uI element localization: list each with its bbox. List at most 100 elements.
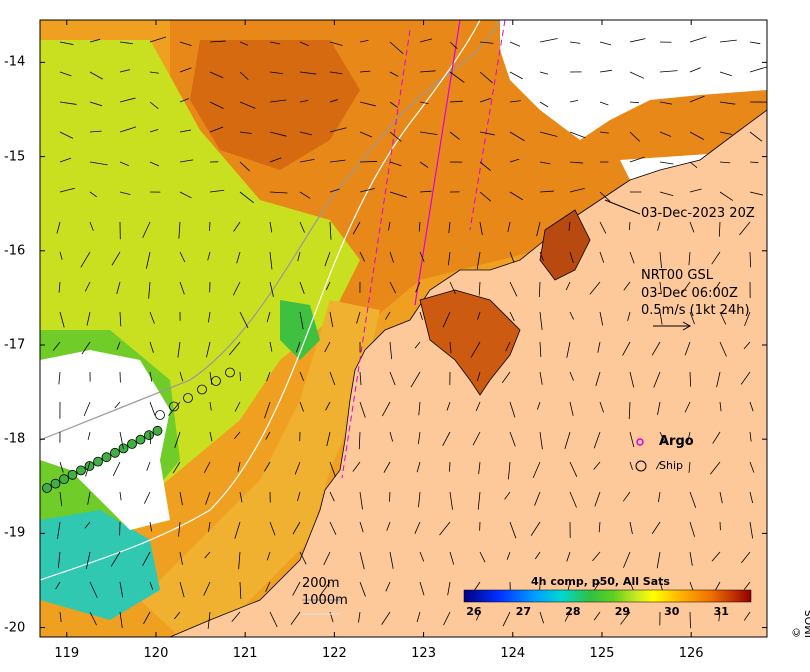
current-vector bbox=[509, 521, 517, 539]
current-vector bbox=[628, 221, 631, 231]
current-vector bbox=[116, 281, 121, 294]
current-vector bbox=[59, 131, 74, 139]
current-vector bbox=[509, 401, 516, 418]
current-vector bbox=[689, 36, 707, 43]
colorbar-title: 4h comp, p50, All Sats bbox=[531, 575, 670, 588]
current-vector bbox=[711, 551, 721, 562]
current-vector bbox=[389, 131, 402, 142]
isobath-1000m bbox=[40, 20, 481, 581]
current-vector bbox=[622, 491, 631, 502]
current-vector bbox=[81, 341, 91, 355]
current-product-label: NRT00 GSL bbox=[641, 268, 713, 283]
ship-position-marker bbox=[67, 469, 78, 480]
current-vector bbox=[119, 97, 136, 103]
current-vector bbox=[564, 611, 571, 622]
current-vector bbox=[629, 71, 645, 79]
current-vector bbox=[595, 371, 601, 387]
current-vector bbox=[85, 461, 91, 477]
current-vector bbox=[659, 131, 672, 137]
current-vector bbox=[359, 40, 369, 43]
current-vector bbox=[719, 71, 732, 77]
current-vector bbox=[569, 187, 585, 193]
current-vector bbox=[509, 41, 521, 47]
current-vector bbox=[359, 70, 371, 73]
current-vector bbox=[658, 491, 661, 503]
current-vector bbox=[57, 521, 61, 539]
current-vector bbox=[593, 461, 601, 470]
current-vector bbox=[470, 341, 481, 358]
current-vector bbox=[501, 371, 511, 384]
current-vector bbox=[239, 581, 242, 599]
argo-track-west bbox=[341, 29, 411, 479]
current-vector bbox=[719, 191, 734, 201]
current-vector bbox=[719, 341, 727, 357]
current-vector bbox=[478, 281, 481, 296]
current-vector bbox=[59, 157, 72, 163]
current-vector bbox=[449, 131, 460, 140]
current-vector bbox=[593, 431, 601, 449]
current-vector bbox=[89, 191, 97, 198]
ship-position-marker bbox=[110, 447, 120, 458]
current-vector bbox=[352, 221, 361, 235]
ship-position-marker bbox=[84, 461, 95, 471]
current-vector bbox=[534, 491, 541, 506]
current-vector bbox=[359, 581, 366, 597]
argo-track-east bbox=[469, 20, 506, 231]
current-vector bbox=[569, 401, 574, 416]
current-vector bbox=[324, 251, 331, 267]
current-vector bbox=[172, 461, 181, 474]
current-vector bbox=[659, 281, 662, 294]
current-vector bbox=[58, 371, 61, 385]
current-vector bbox=[325, 401, 331, 411]
current-vector bbox=[207, 251, 211, 261]
colorbar-tick-label: 29 bbox=[614, 605, 630, 618]
current-vector bbox=[629, 251, 635, 264]
current-vector bbox=[206, 341, 211, 358]
current-vector bbox=[359, 131, 373, 138]
current-vector bbox=[419, 581, 425, 596]
vector-scale-arrowhead bbox=[682, 321, 692, 331]
current-vector bbox=[385, 581, 391, 592]
current-vector bbox=[299, 311, 304, 330]
current-vector bbox=[509, 191, 524, 201]
current-vector bbox=[359, 371, 362, 386]
current-vector bbox=[741, 551, 751, 564]
current-vector bbox=[538, 281, 541, 298]
current-vector bbox=[358, 611, 361, 623]
current-vector bbox=[269, 191, 288, 194]
current-vector bbox=[681, 281, 691, 295]
current-vector bbox=[59, 311, 65, 328]
current-vector bbox=[539, 190, 554, 193]
current-vector bbox=[657, 401, 661, 415]
current-vector bbox=[718, 221, 721, 237]
colorbar-tick-label: 27 bbox=[515, 605, 532, 618]
current-vector bbox=[329, 41, 343, 46]
ship-position-marker bbox=[197, 384, 207, 395]
x-tick-label: 125 bbox=[589, 646, 615, 661]
current-vector bbox=[119, 161, 129, 167]
tick-marks bbox=[40, 20, 767, 637]
current-vector bbox=[149, 101, 159, 109]
current-vector bbox=[419, 190, 432, 193]
current-vector bbox=[599, 131, 609, 134]
current-vector bbox=[749, 251, 752, 268]
current-vector bbox=[597, 341, 601, 353]
current-vector bbox=[415, 281, 421, 293]
current-vector bbox=[592, 551, 601, 562]
current-vector bbox=[419, 161, 429, 168]
current-vector bbox=[299, 551, 307, 565]
argo-marker-icon bbox=[636, 438, 644, 446]
current-vector bbox=[389, 551, 394, 569]
current-vector bbox=[87, 491, 91, 505]
current-vector bbox=[299, 281, 305, 294]
current-vector bbox=[209, 431, 213, 442]
current-vector bbox=[389, 191, 407, 198]
current-vector bbox=[449, 551, 455, 565]
current-vector bbox=[599, 401, 604, 413]
current-vector bbox=[119, 491, 122, 501]
current-vector bbox=[416, 461, 421, 473]
current-vector bbox=[659, 251, 662, 269]
current-vector bbox=[269, 99, 287, 103]
current-vector bbox=[381, 401, 391, 417]
current-vector bbox=[569, 41, 581, 44]
